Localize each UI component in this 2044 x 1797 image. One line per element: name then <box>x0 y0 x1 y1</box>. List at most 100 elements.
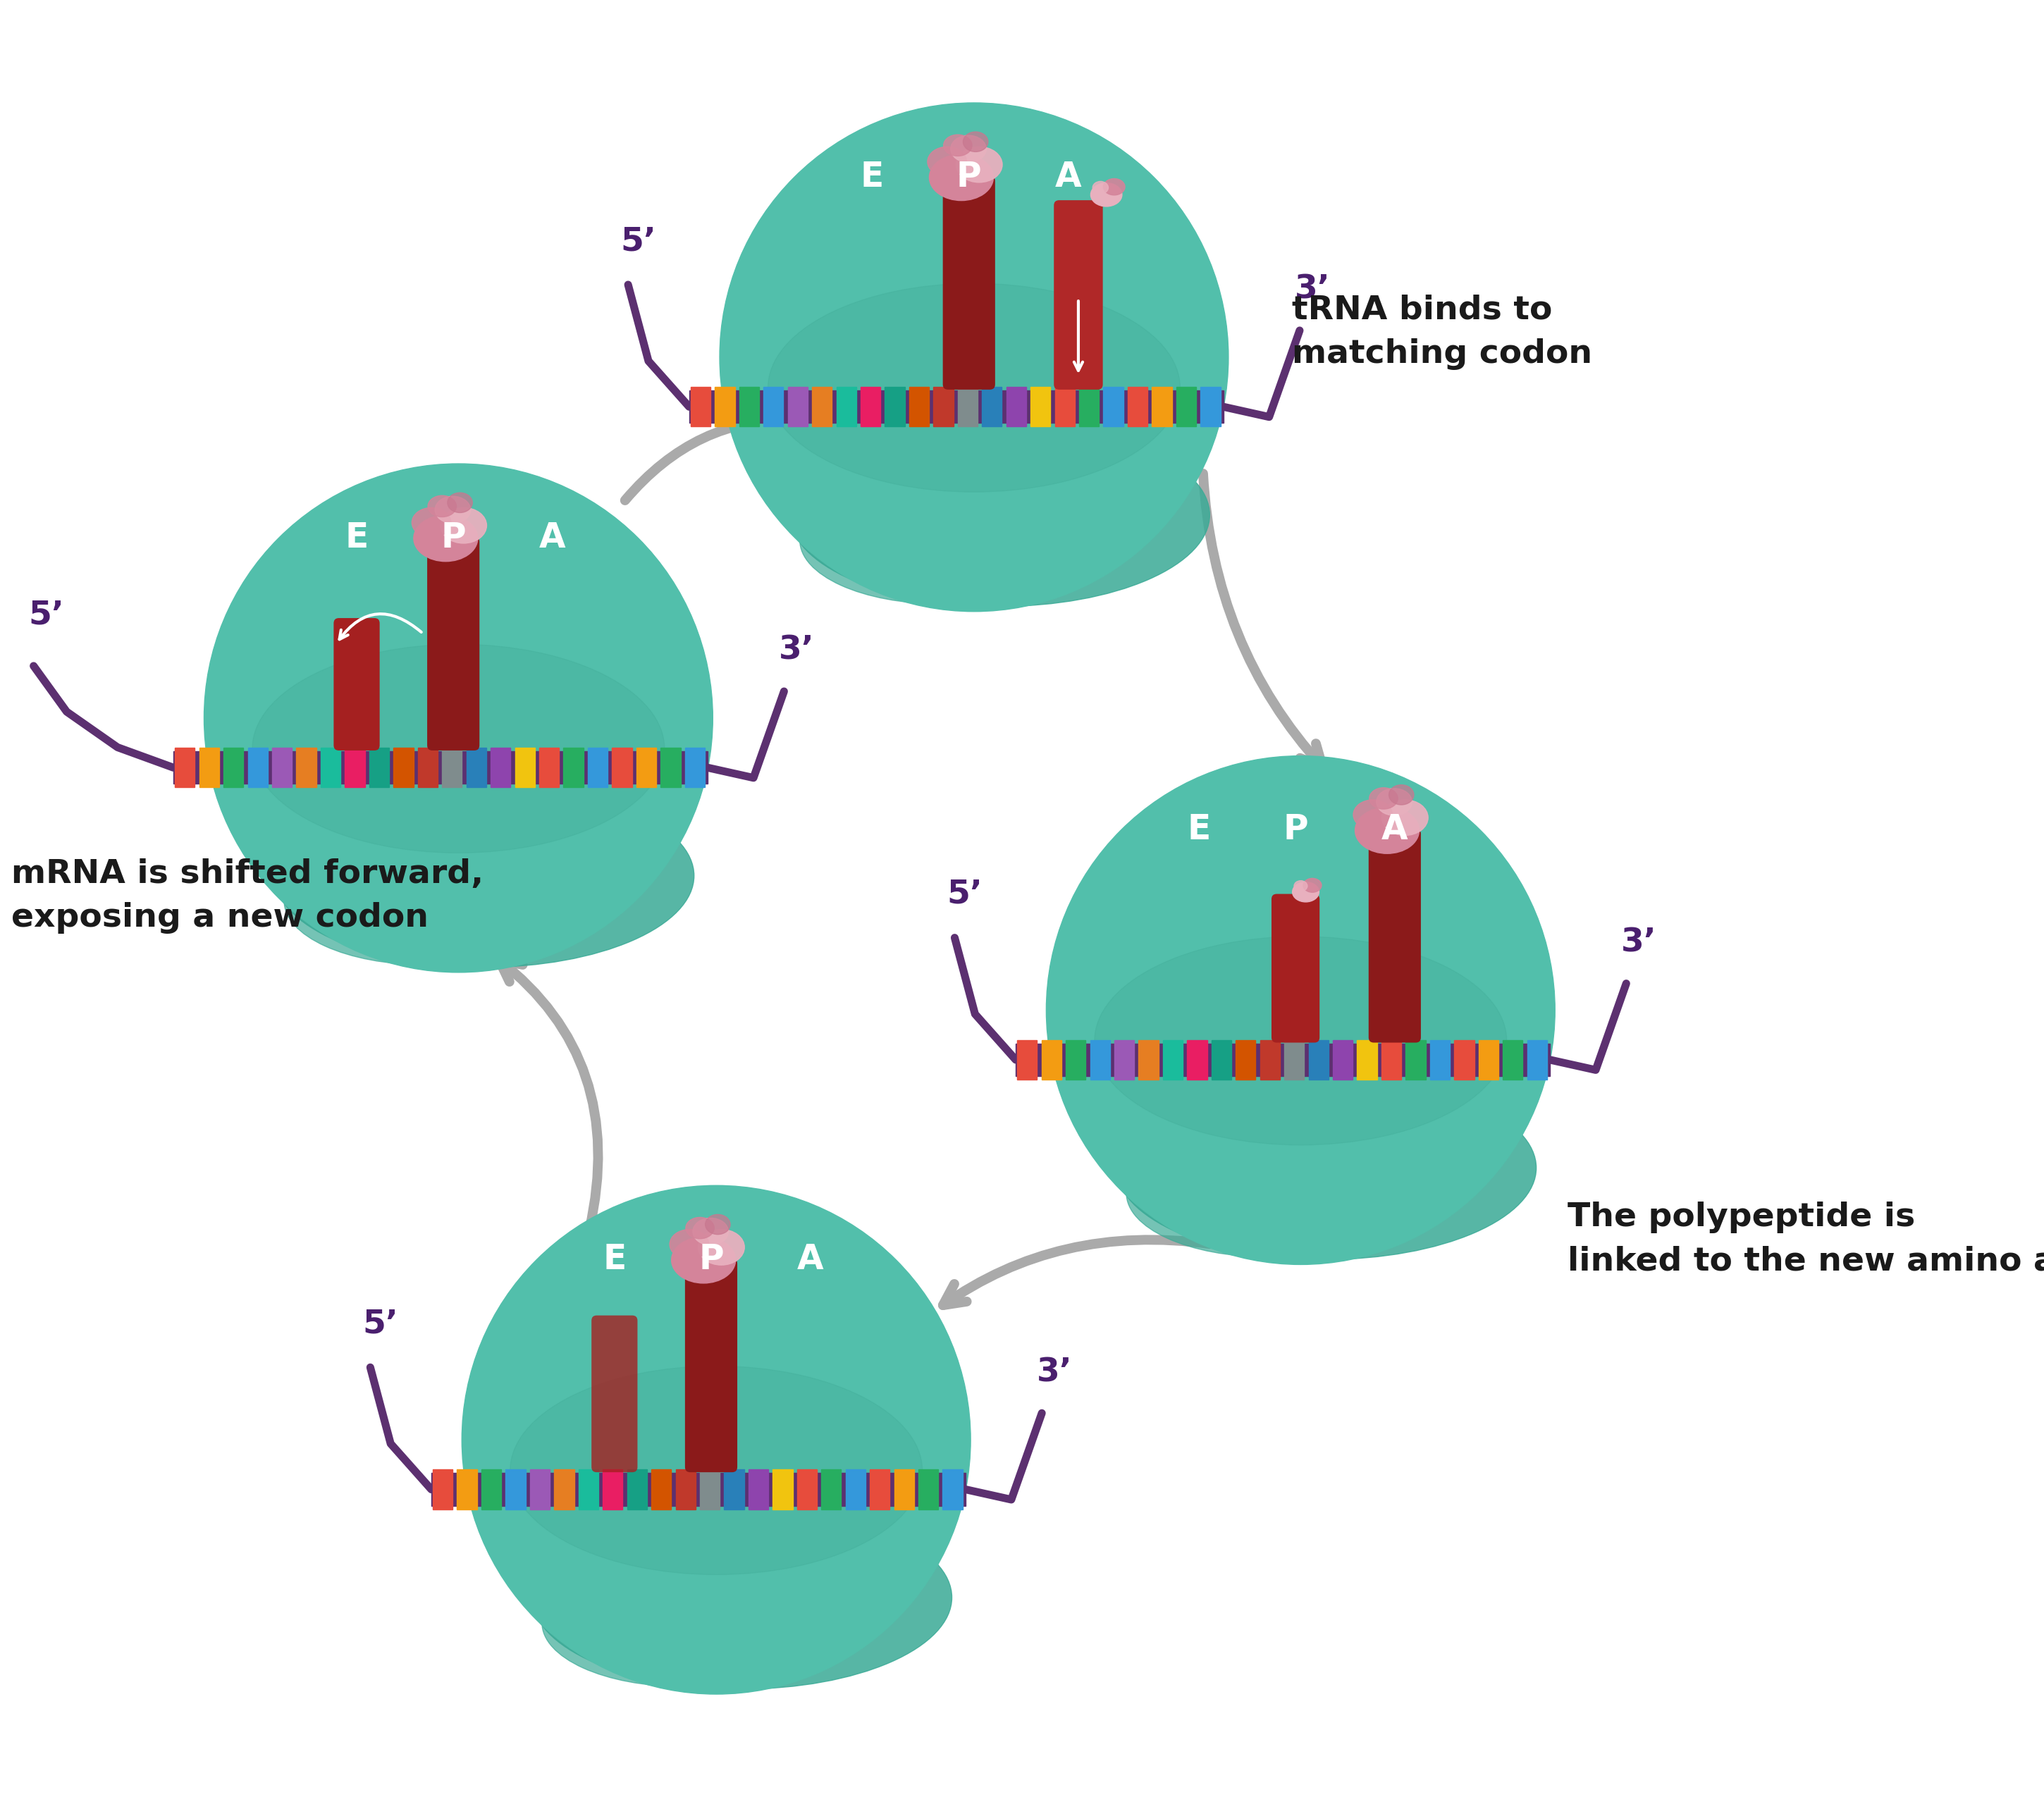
Bar <box>370 748 388 787</box>
Bar <box>636 748 656 787</box>
Ellipse shape <box>284 837 564 965</box>
Text: 5’: 5’ <box>29 598 63 631</box>
Bar <box>611 748 632 787</box>
Bar <box>1212 1040 1230 1080</box>
Ellipse shape <box>699 1229 744 1265</box>
Bar <box>1284 1040 1304 1080</box>
Bar <box>174 751 707 783</box>
Bar <box>433 1470 452 1509</box>
Text: 3’: 3’ <box>1036 1357 1073 1389</box>
Ellipse shape <box>1094 181 1108 194</box>
FancyBboxPatch shape <box>942 176 995 390</box>
Bar <box>689 390 1224 422</box>
Ellipse shape <box>1355 807 1419 854</box>
Bar <box>198 748 219 787</box>
Text: 5’: 5’ <box>619 226 656 257</box>
Bar <box>223 748 243 787</box>
Bar <box>1453 1040 1474 1080</box>
Bar <box>811 386 832 426</box>
Text: 5’: 5’ <box>946 879 983 911</box>
Text: P: P <box>1284 812 1308 846</box>
Bar <box>1431 1040 1449 1080</box>
Text: P: P <box>957 160 981 194</box>
Bar <box>1175 386 1196 426</box>
Bar <box>321 748 341 787</box>
Ellipse shape <box>1294 881 1308 891</box>
Bar <box>491 748 511 787</box>
Circle shape <box>1047 757 1555 1265</box>
Bar <box>836 386 856 426</box>
Bar <box>1114 1040 1134 1080</box>
Bar <box>1259 1040 1280 1080</box>
Text: tRNA binds to
matching codon: tRNA binds to matching codon <box>1292 295 1592 370</box>
Bar <box>247 748 268 787</box>
Bar <box>981 386 1002 426</box>
Ellipse shape <box>1104 178 1124 196</box>
Ellipse shape <box>439 509 486 543</box>
Bar <box>176 748 194 787</box>
Bar <box>578 1470 599 1509</box>
Bar <box>417 748 437 787</box>
Text: A: A <box>797 1242 824 1276</box>
Bar <box>1042 1040 1061 1080</box>
Ellipse shape <box>670 1229 709 1260</box>
Ellipse shape <box>435 496 470 523</box>
Bar <box>1079 386 1100 426</box>
Ellipse shape <box>685 1217 713 1238</box>
Ellipse shape <box>799 476 1079 604</box>
FancyBboxPatch shape <box>591 1315 638 1472</box>
Ellipse shape <box>950 135 987 162</box>
Ellipse shape <box>542 1560 822 1687</box>
Bar <box>1237 1040 1255 1080</box>
Bar <box>1357 1040 1378 1080</box>
Text: The polypeptide is
linked to the new amino acid: The polypeptide is linked to the new ami… <box>1568 1200 2044 1278</box>
Bar <box>1527 1040 1547 1080</box>
Bar <box>871 1470 889 1509</box>
Bar <box>715 386 734 426</box>
Bar <box>1065 1040 1085 1080</box>
Text: 3’: 3’ <box>1294 273 1331 305</box>
Bar <box>959 386 977 426</box>
Bar <box>724 1470 744 1509</box>
Text: mRNA is shifted forward,
exposing a new codon: mRNA is shifted forward, exposing a new … <box>12 859 484 934</box>
Ellipse shape <box>1126 1130 1406 1256</box>
Bar <box>529 1470 550 1509</box>
Bar <box>660 748 681 787</box>
Bar <box>1478 1040 1498 1080</box>
Ellipse shape <box>1304 879 1322 893</box>
Ellipse shape <box>1116 1076 1537 1260</box>
Bar <box>1406 1040 1425 1080</box>
Text: E: E <box>345 521 368 555</box>
Ellipse shape <box>274 783 695 967</box>
Ellipse shape <box>693 1218 728 1245</box>
FancyBboxPatch shape <box>333 618 380 751</box>
Bar <box>1382 1040 1402 1080</box>
Bar <box>942 1470 963 1509</box>
Bar <box>797 1470 818 1509</box>
Bar <box>764 386 783 426</box>
Bar <box>1153 386 1171 426</box>
Bar <box>773 1470 793 1509</box>
Ellipse shape <box>251 645 664 854</box>
Ellipse shape <box>1369 787 1398 809</box>
Text: 3’: 3’ <box>1621 927 1658 958</box>
Bar <box>1104 386 1124 426</box>
Text: P: P <box>699 1242 724 1276</box>
Ellipse shape <box>1388 785 1414 805</box>
Bar <box>740 386 758 426</box>
Circle shape <box>204 464 713 972</box>
Bar <box>748 1470 769 1509</box>
Bar <box>1163 1040 1183 1080</box>
Text: A: A <box>1382 812 1408 846</box>
Ellipse shape <box>1091 183 1122 207</box>
Ellipse shape <box>1382 800 1429 836</box>
Bar <box>934 386 953 426</box>
Bar <box>885 386 905 426</box>
Ellipse shape <box>1096 936 1506 1145</box>
Bar <box>1030 386 1051 426</box>
Bar <box>540 748 560 787</box>
Bar <box>1200 386 1220 426</box>
Bar <box>603 1470 623 1509</box>
Bar <box>505 1470 525 1509</box>
Bar <box>1188 1040 1208 1080</box>
